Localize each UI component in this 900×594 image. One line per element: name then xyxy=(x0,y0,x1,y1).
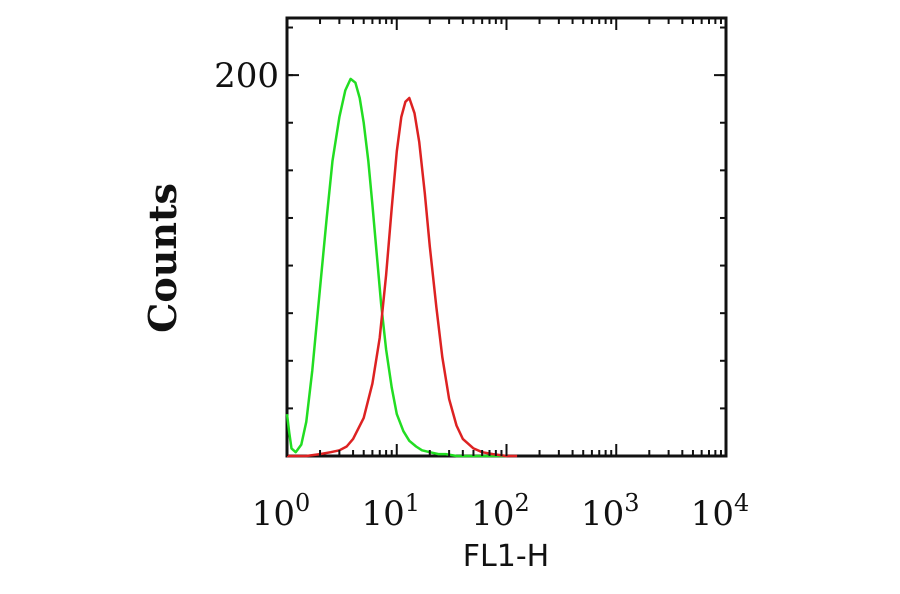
plot-frame xyxy=(285,16,728,458)
x-axis-label: FL1-H xyxy=(463,539,549,574)
series-line-2 xyxy=(287,96,518,458)
y-tick-label: 200 xyxy=(214,56,279,96)
x-tick-label: 103 xyxy=(581,489,640,534)
x-tick-label: 101 xyxy=(361,489,420,534)
x-tick-label: 102 xyxy=(471,489,530,534)
x-tick-label: 100 xyxy=(252,489,311,534)
series-line-1 xyxy=(285,77,507,458)
x-tick-label: 104 xyxy=(691,489,750,534)
y-axis-label: Counts xyxy=(140,183,185,333)
